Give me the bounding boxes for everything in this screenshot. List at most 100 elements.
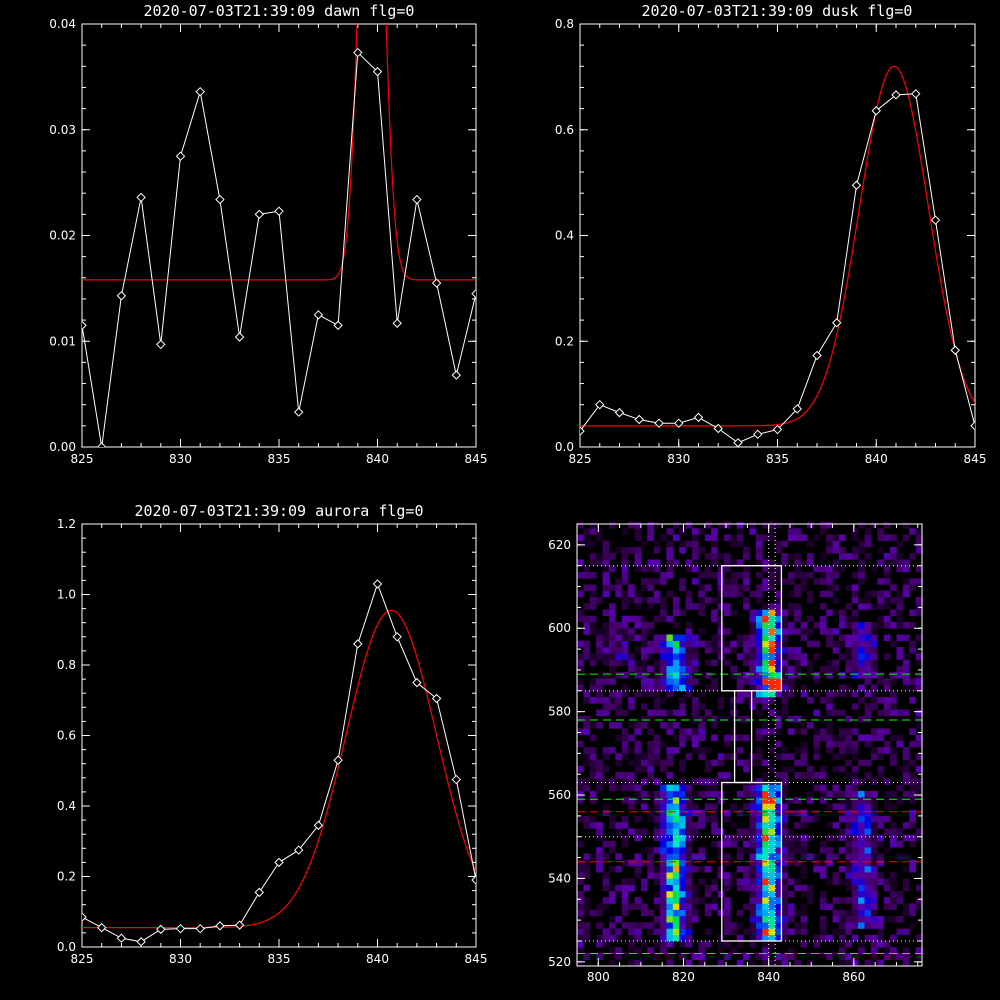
heatmap-cell <box>896 590 904 598</box>
heatmap-cell <box>704 803 712 810</box>
heatmap-cell <box>864 590 872 598</box>
heatmap-cell <box>755 640 763 648</box>
heatmap-cell <box>851 828 859 835</box>
heatmap-cell <box>589 790 597 798</box>
heatmap-cell <box>845 909 853 917</box>
heatmap-cell <box>647 759 654 767</box>
heatmap-cell <box>864 678 872 685</box>
heatmap-cell <box>730 584 738 592</box>
aurora-data-point <box>431 693 442 704</box>
dawn-data-point <box>82 320 87 331</box>
heatmap-cell <box>628 759 635 767</box>
heatmap-cell <box>883 565 891 573</box>
heatmap-cell <box>647 565 654 573</box>
heatmap-cell <box>768 940 776 948</box>
heatmap-cell <box>838 953 846 961</box>
heatmap-cell <box>679 546 686 554</box>
heatmap-cell <box>640 778 648 785</box>
heatmap-cell <box>730 803 738 810</box>
heatmap-cell <box>755 690 763 698</box>
heatmap-cell <box>890 759 897 767</box>
heatmap-cell <box>640 584 648 592</box>
heatmap-cell <box>807 665 814 673</box>
heatmap-cell <box>851 959 859 967</box>
heatmap-cell <box>647 909 654 917</box>
heatmap-cell <box>647 853 654 860</box>
heatmap-cell <box>666 728 674 735</box>
heatmap-cell <box>596 678 603 685</box>
heatmap-cell <box>890 803 897 810</box>
heatmap-cell <box>870 865 878 873</box>
heatmap-cell <box>672 684 680 692</box>
heatmap-cell <box>787 903 795 910</box>
heatmap-cell <box>621 596 629 604</box>
heatmap-cell <box>666 853 674 860</box>
heatmap-cell <box>628 828 635 835</box>
heatmap-cell <box>602 903 610 910</box>
heatmap-cell <box>730 734 738 742</box>
heatmap-cell <box>634 834 642 842</box>
heatmap-cell <box>794 647 801 654</box>
heatmap-cell <box>800 578 808 585</box>
heatmap-cell <box>692 565 699 573</box>
heatmap-cell <box>883 684 891 692</box>
heatmap-cell <box>736 715 744 723</box>
heatmap-cell <box>679 897 686 904</box>
heatmap-cell <box>800 940 808 948</box>
heatmap-cell <box>915 722 923 729</box>
heatmap-cell <box>762 703 769 710</box>
heatmap-cell <box>730 540 738 548</box>
heatmap-cell <box>717 759 725 767</box>
heatmap-cell <box>615 621 623 629</box>
heatmap-cell <box>787 859 795 867</box>
heatmap-cell <box>838 553 846 560</box>
heatmap-cell <box>851 953 859 961</box>
heatmap-cell <box>832 584 840 592</box>
heatmap-cell <box>621 753 629 760</box>
heatmap-cell <box>653 747 661 754</box>
heatmap-cell <box>851 834 859 842</box>
heatmap-cell <box>634 559 642 566</box>
heatmap-cell <box>890 790 897 798</box>
heatmap-cell <box>666 847 674 854</box>
heatmap-cell <box>845 853 853 860</box>
heatmap-cell <box>743 903 750 910</box>
heatmap-cell <box>640 753 648 760</box>
heatmap-cell <box>653 953 661 961</box>
heatmap-cell <box>634 521 642 529</box>
heatmap-cell <box>845 834 853 842</box>
heatmap-cell <box>755 584 763 592</box>
heatmap-cell <box>634 672 642 679</box>
heatmap-cell <box>890 884 897 892</box>
heatmap-cell <box>883 940 891 948</box>
aurora-ytick-label: 0.2 <box>57 870 76 884</box>
heatmap-cell <box>819 903 827 910</box>
heatmap-cell <box>621 747 629 754</box>
heatmap-cell <box>653 897 661 904</box>
heatmap-cell <box>781 815 789 823</box>
heatmap-cell <box>915 947 923 954</box>
heatmap-cell <box>902 665 910 673</box>
heatmap-cell <box>621 859 629 867</box>
heatmap-cell <box>826 822 833 829</box>
aurora-line-chart: 2020-07-03T21:39:09 aurora flg=0 825 830 8… <box>57 502 488 966</box>
heatmap-cell <box>679 784 686 792</box>
heatmap-cell <box>838 546 846 554</box>
heatmap-cell <box>577 615 584 623</box>
heatmap-cell <box>666 834 674 842</box>
heatmap-cell <box>589 822 597 829</box>
heatmap-cell <box>896 890 904 898</box>
heatmap-cell <box>596 634 603 642</box>
heatmap-cell <box>768 690 776 698</box>
heatmap-cell <box>711 609 718 617</box>
heatmap-cell <box>730 571 738 579</box>
heatmap-cell <box>775 628 782 635</box>
heatmap-cell <box>749 678 757 685</box>
heatmap-cell <box>794 922 801 929</box>
heatmap-cell <box>807 571 814 579</box>
heatmap-cell <box>577 859 584 867</box>
heatmap-cell <box>723 772 731 779</box>
heatmap-cell <box>640 621 648 629</box>
heatmap-cell <box>890 640 897 648</box>
dusk-xtick-label: 845 <box>964 452 987 466</box>
